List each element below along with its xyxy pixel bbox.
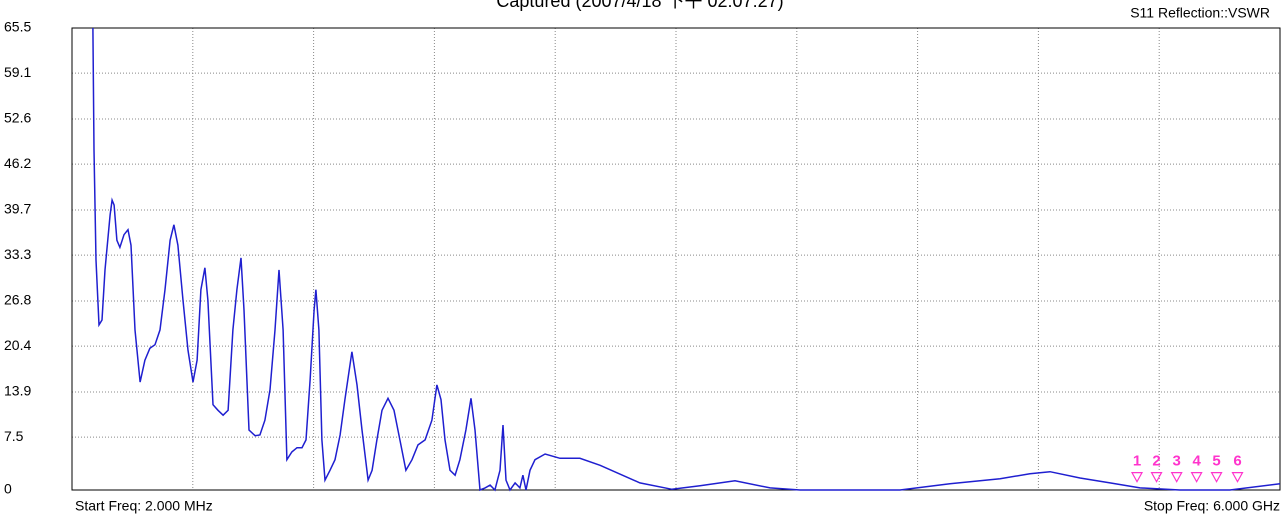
y-tick-label: 13.9 [4, 383, 31, 399]
plot-frame [71, 27, 1281, 491]
y-tick-label: 7.5 [4, 428, 24, 444]
marker-triangle [1130, 472, 1144, 483]
marker-triangle [1150, 472, 1163, 483]
marker-triangle [1210, 472, 1223, 483]
stop-freq: Stop Freq: 6.000 GHz [1144, 498, 1280, 514]
marker-triangle [1170, 472, 1183, 483]
marker-label: 6 [1233, 453, 1241, 470]
marker-label: 4 [1192, 453, 1201, 470]
marker-triangle [1231, 472, 1244, 483]
marker-triangle [1190, 472, 1203, 483]
marker-label: 5 [1212, 453, 1220, 470]
marker-label: 1 [1133, 453, 1141, 470]
series-line [92, 27, 1281, 492]
y-tick-label: 46.2 [4, 155, 31, 171]
y-tick-label: 52.6 [4, 110, 31, 126]
y-tick-label: 65.5 [4, 19, 31, 35]
y-tick-label: 0 [4, 481, 12, 497]
y-tick-label: 33.3 [4, 246, 31, 262]
chart-subtitle: S11 Reflection::VSWR [1130, 5, 1270, 21]
y-tick-label: 59.1 [4, 64, 31, 80]
chart-title: Captured (2007/4/18 下午 02:07:27) [496, 0, 783, 11]
marker-label: 2 [1152, 453, 1160, 470]
y-tick-label: 39.7 [4, 201, 31, 217]
y-tick-label: 26.8 [4, 292, 31, 308]
marker-label: 3 [1173, 453, 1181, 470]
y-tick-label: 20.4 [4, 337, 31, 353]
start-freq: Start Freq: 2.000 MHz [75, 498, 213, 514]
